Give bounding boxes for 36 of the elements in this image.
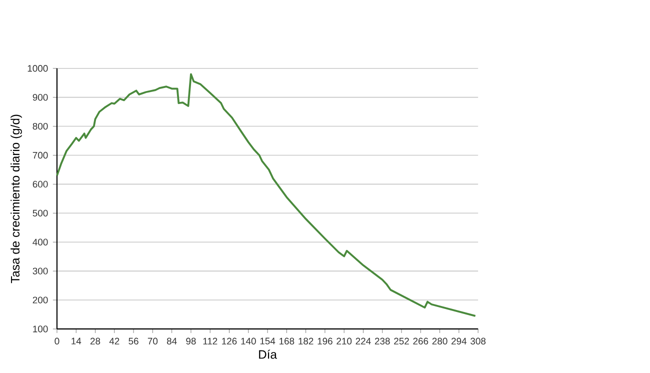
x-tick-label: 28 xyxy=(90,338,100,344)
y-tick-label: 900 xyxy=(32,94,48,101)
y-axis-title: Tasa de crecimiento diario (g/d) xyxy=(10,114,22,284)
x-tick-label: 266 xyxy=(413,338,428,344)
x-tick-label: 210 xyxy=(336,338,352,344)
y-tick-label: 800 xyxy=(32,122,48,130)
x-axis-title: Día xyxy=(259,350,277,359)
x-tick-label: 42 xyxy=(109,338,120,344)
x-tick-label: 308 xyxy=(470,338,486,344)
x-tick-label: 294 xyxy=(452,338,467,344)
y-tick-label: 1000 xyxy=(28,64,48,72)
x-tick-label: 0 xyxy=(54,338,60,344)
y-tick-label: 300 xyxy=(32,268,48,274)
x-tick-label: 112 xyxy=(203,338,218,344)
x-tick-label: 196 xyxy=(318,338,332,344)
x-tick-label: 238 xyxy=(374,338,390,344)
y-tick-label: 200 xyxy=(32,296,48,304)
y-tick-label: 500 xyxy=(32,210,48,216)
x-tick-label: 280 xyxy=(432,338,448,344)
x-tick-label: 98 xyxy=(186,338,196,344)
x-tick-label: 70 xyxy=(148,338,158,344)
x-tick-label: 14 xyxy=(72,338,82,344)
x-tick-label: 168 xyxy=(280,338,294,344)
x-tick-label: 56 xyxy=(128,338,138,344)
x-tick-label: 182 xyxy=(298,338,314,344)
y-tick-label: 400 xyxy=(32,238,48,246)
x-tick-label: 84 xyxy=(166,338,177,344)
y-tick-label: 600 xyxy=(32,180,48,188)
y-tick-label: 700 xyxy=(32,152,48,158)
x-tick-label: 224 xyxy=(356,338,371,344)
line-series xyxy=(56,73,476,317)
x-tick-label: 154 xyxy=(260,338,276,344)
y-tick-label: 100 xyxy=(33,326,48,332)
x-tick-label: 126 xyxy=(222,338,237,344)
x-tick-label: 252 xyxy=(394,338,409,344)
x-tick-label: 140 xyxy=(241,338,256,344)
